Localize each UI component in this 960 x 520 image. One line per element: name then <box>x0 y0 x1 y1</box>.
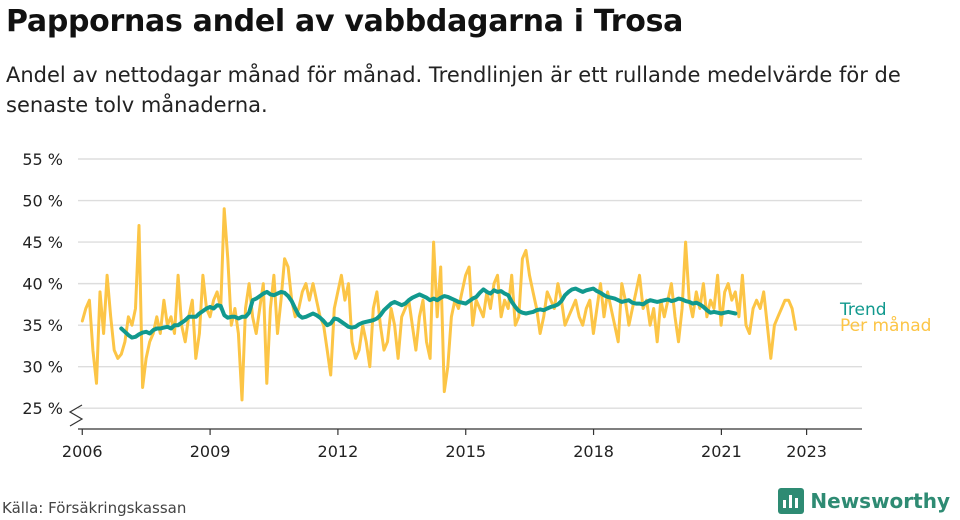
x-tick-label: 2023 <box>786 442 827 461</box>
x-tick-label: 2009 <box>190 442 231 461</box>
x-tick-label: 2021 <box>701 442 742 461</box>
brand-name: Newsworthy <box>810 489 950 513</box>
x-tick-label: 2012 <box>318 442 359 461</box>
x-tick-label: 2018 <box>573 442 614 461</box>
y-tick-label: 45 % <box>22 233 63 252</box>
brand-logo-block: Newsworthy <box>778 488 950 514</box>
y-tick-label: 25 % <box>22 399 63 418</box>
trend-series-label: Trend <box>839 300 887 320</box>
monthly-series-label: Per månad <box>840 315 931 336</box>
chart-title: Pappornas andel av vabbdagarna i Trosa <box>6 4 684 39</box>
y-tick-label: 50 % <box>22 192 63 211</box>
y-tick-label: 40 % <box>22 275 63 294</box>
source-note: Källa: Försäkringskassan <box>2 499 187 517</box>
monthly-share-line <box>80 207 798 402</box>
y-tick-label: 35 % <box>22 316 63 335</box>
line-chart: 25 % 30 % 35 % 40 % 45 % 50 % 55 % 2006 2009 2012… <box>22 150 931 461</box>
newsworthy-logo-icon <box>778 488 805 514</box>
chart-subtitle: Andel av nettodagar månad för månad. Tre… <box>6 63 901 117</box>
x-tick-label: 2006 <box>62 442 103 461</box>
series-lines <box>80 207 798 402</box>
y-tick-label: 55 % <box>22 150 63 169</box>
trend-line <box>119 286 738 340</box>
y-tick-label: 30 % <box>22 358 63 377</box>
x-tick-label: 2015 <box>445 442 486 461</box>
axes: 25 % 30 % 35 % 40 % 45 % 50 % 55 % 2006 2009 2012… <box>22 150 862 461</box>
axis-break-icon <box>68 404 84 427</box>
